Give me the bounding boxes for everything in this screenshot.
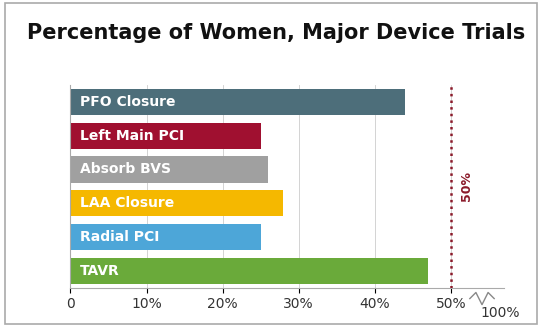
Text: 50%: 50% [460,171,473,201]
Text: TAVR: TAVR [80,264,119,278]
Text: 100%: 100% [481,306,520,320]
Bar [70,190,283,216]
Text: Percentage of Women, Major Device Trials: Percentage of Women, Major Device Trials [27,23,525,43]
Text: Left Main PCI: Left Main PCI [80,129,184,143]
Bar [70,156,268,183]
Text: LAA Closure: LAA Closure [80,196,174,210]
Bar [70,258,428,284]
Bar [70,89,405,115]
Text: Radial PCI: Radial PCI [80,230,159,244]
Text: PFO Closure: PFO Closure [80,95,175,109]
Bar [70,123,261,149]
Bar [70,224,261,250]
Text: Absorb BVS: Absorb BVS [80,163,171,177]
